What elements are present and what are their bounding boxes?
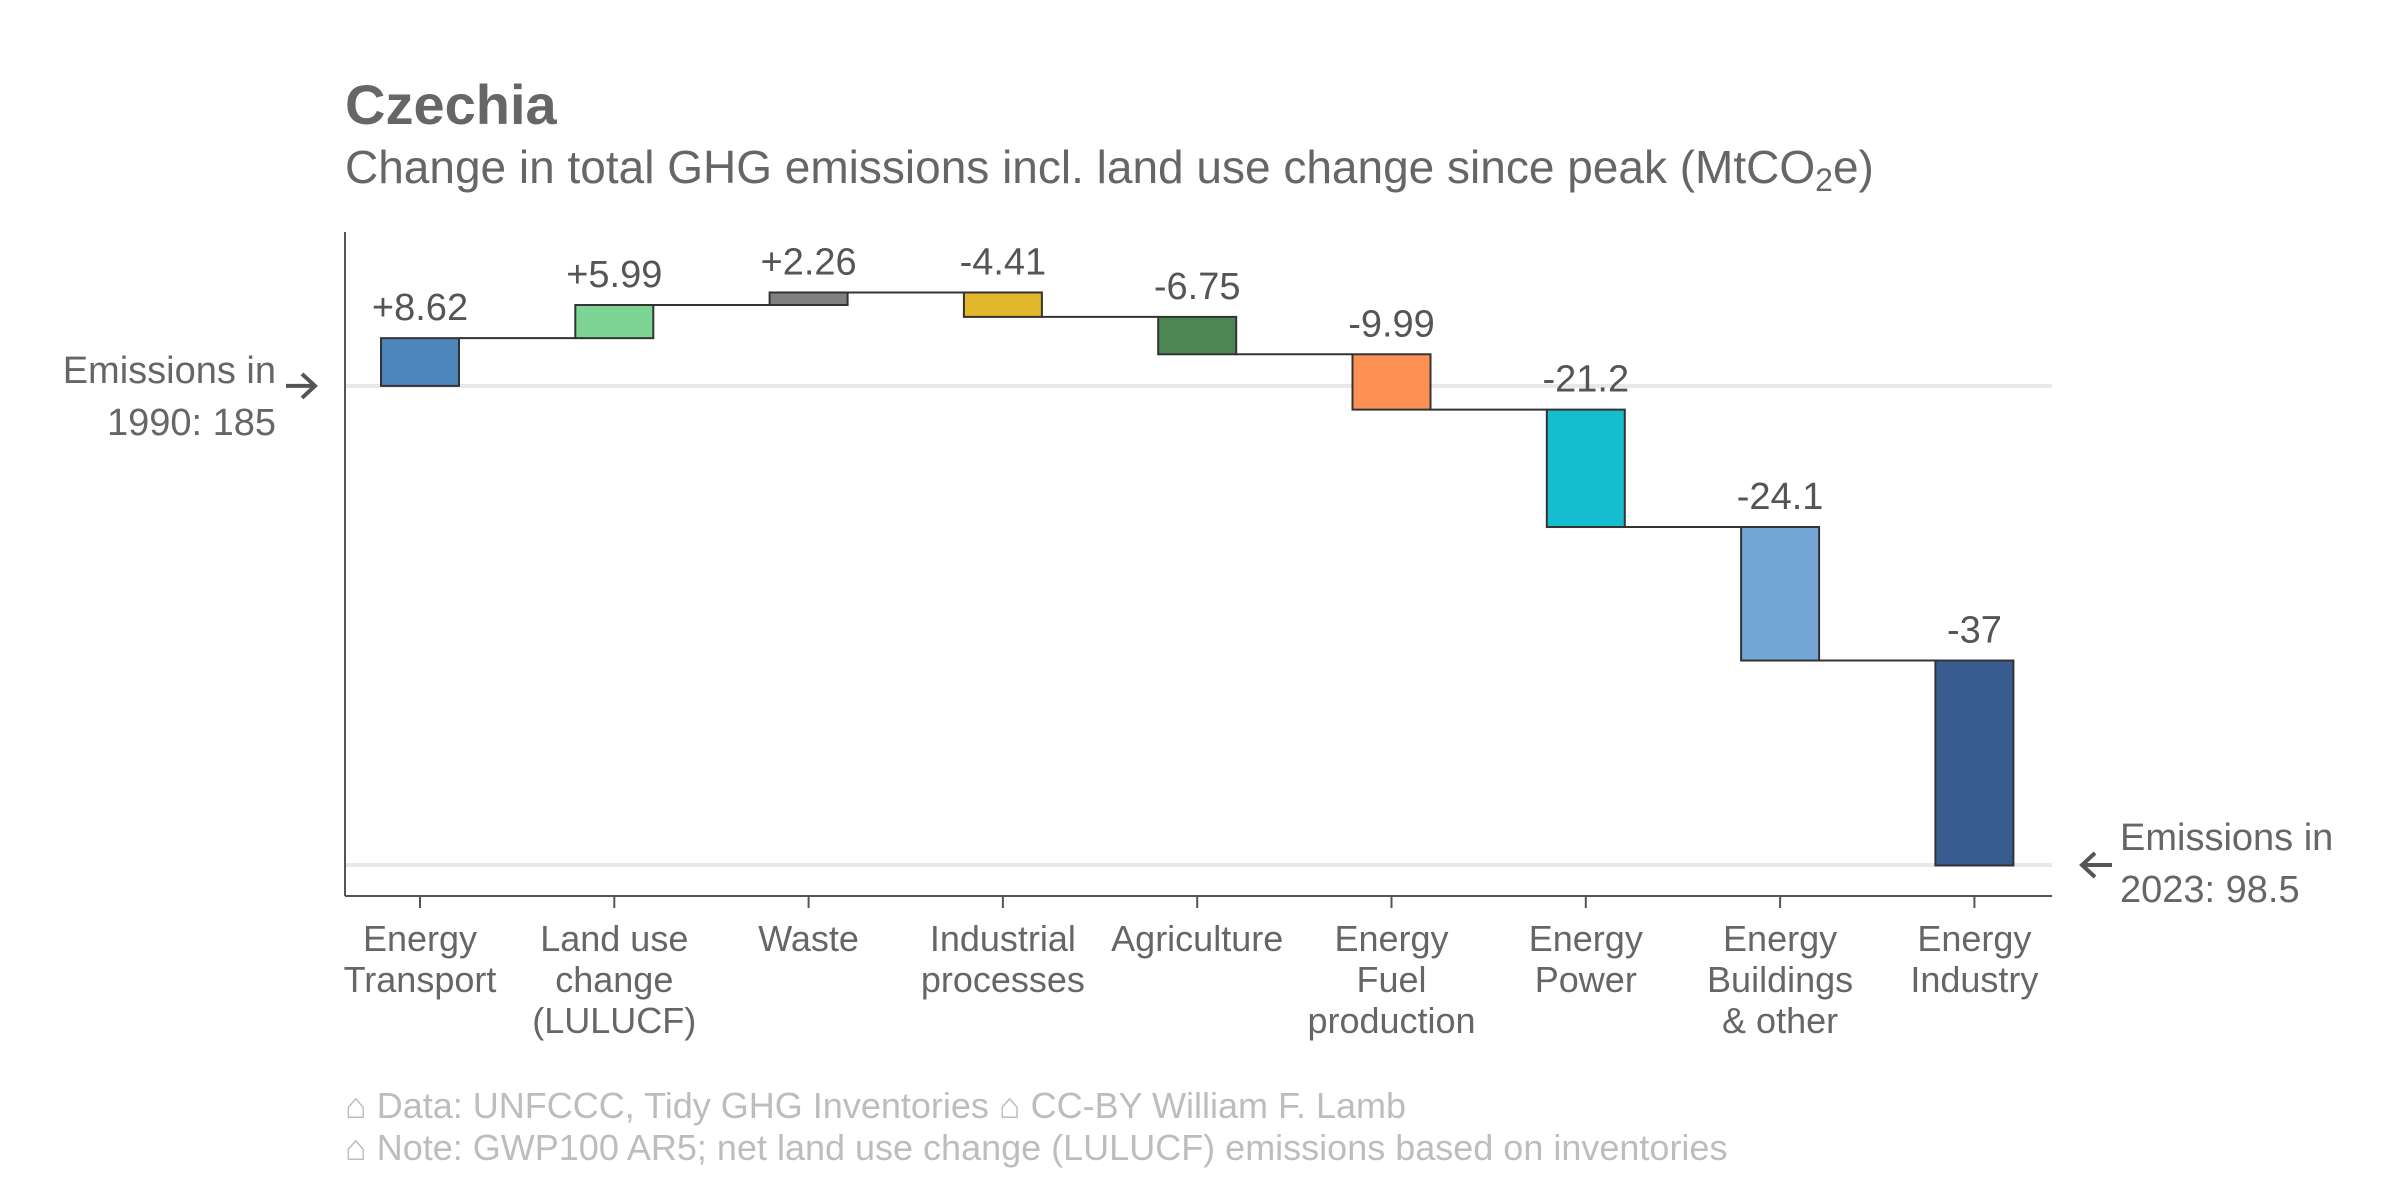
- bar-8: [1934, 659, 2015, 867]
- data-label-6: -21.2: [1542, 359, 1629, 401]
- category-label-line: production: [1307, 1000, 1475, 1041]
- bar-0: [380, 337, 460, 387]
- bar-4: [1157, 315, 1238, 356]
- data-label-4: -6.75: [1154, 266, 1241, 308]
- category-label-line: & other: [1722, 1000, 1838, 1041]
- bar-2: [768, 291, 849, 306]
- end-annotation-line2: 2023: 98.5: [2120, 869, 2300, 911]
- subtitle-text: Change in total GHG emissions incl. land…: [345, 141, 1816, 193]
- category-label-line: Energy: [1917, 918, 2031, 959]
- data-label-5: -9.99: [1348, 303, 1435, 345]
- end-annotation-line1: Emissions in: [2120, 817, 2334, 859]
- category-label-line: Energy: [1334, 918, 1448, 959]
- category-label-3: Industrial processes: [921, 918, 1085, 1000]
- category-label-line: Transport: [344, 959, 497, 1000]
- category-label-line: change: [555, 959, 673, 1000]
- category-label-line: Industry: [1910, 959, 2038, 1000]
- category-label-7: Energy Buildings & other: [1707, 918, 1853, 1041]
- end-arrow-icon: [2079, 851, 2112, 879]
- methodology-note: ⌂ Note: GWP100 AR5; net land use change …: [345, 1127, 1728, 1168]
- start-arrow-icon: [286, 372, 318, 400]
- category-label-line: Energy: [363, 918, 477, 959]
- start-annotation: Emissions in 1990: 185: [0, 345, 276, 449]
- data-label-1: +5.99: [566, 254, 662, 296]
- category-label-line: Energy: [1529, 918, 1643, 959]
- category-label-0: Energy Transport: [344, 918, 497, 1000]
- category-label-line: (LULUCF): [532, 1000, 696, 1041]
- data-label-2: +2.26: [761, 241, 857, 283]
- category-label-line: Industrial: [930, 918, 1076, 959]
- category-label-2: Waste: [758, 918, 859, 959]
- category-label-1: Land use change (LULUCF): [532, 918, 696, 1041]
- category-label-line: Fuel: [1356, 959, 1426, 1000]
- start-annotation-line1: Emissions in: [62, 350, 276, 392]
- category-label-line: Waste: [758, 918, 859, 959]
- category-label-line: Buildings: [1707, 959, 1853, 1000]
- subtitle-subscript: 2: [1815, 162, 1833, 198]
- bar-6: [1545, 408, 1626, 529]
- category-label-5: Energy Fuel production: [1307, 918, 1475, 1041]
- data-label-3: -4.41: [960, 241, 1047, 283]
- subtitle-unit-end: e): [1832, 141, 1874, 193]
- category-label-6: Energy Power: [1529, 918, 1643, 1000]
- bar-1: [574, 303, 655, 340]
- start-annotation-line2: 1990: 185: [106, 402, 276, 444]
- data-label-8: -37: [1947, 610, 2002, 652]
- bar-5: [1351, 353, 1432, 411]
- chart-subtitle: Change in total GHG emissions incl. land…: [345, 140, 1874, 199]
- category-label-8: Energy Industry: [1910, 918, 2038, 1000]
- bar-3: [962, 291, 1043, 318]
- category-label-line: Energy: [1723, 918, 1837, 959]
- data-label-0: +8.62: [372, 287, 468, 329]
- category-label-line: Land use: [540, 918, 688, 959]
- category-label-line: Power: [1535, 959, 1637, 1000]
- end-annotation: Emissions in 2023: 98.5: [2120, 812, 2333, 916]
- data-source-note: ⌂ Data: UNFCCC, Tidy GHG Inventories ⌂ C…: [345, 1085, 1407, 1126]
- chart-title: Czechia: [345, 73, 557, 136]
- data-label-7: -24.1: [1737, 476, 1824, 518]
- category-label-line: processes: [921, 959, 1085, 1000]
- category-label-4: Agriculture: [1111, 918, 1283, 959]
- bar-7: [1740, 526, 1821, 662]
- category-label-line: Agriculture: [1111, 918, 1283, 959]
